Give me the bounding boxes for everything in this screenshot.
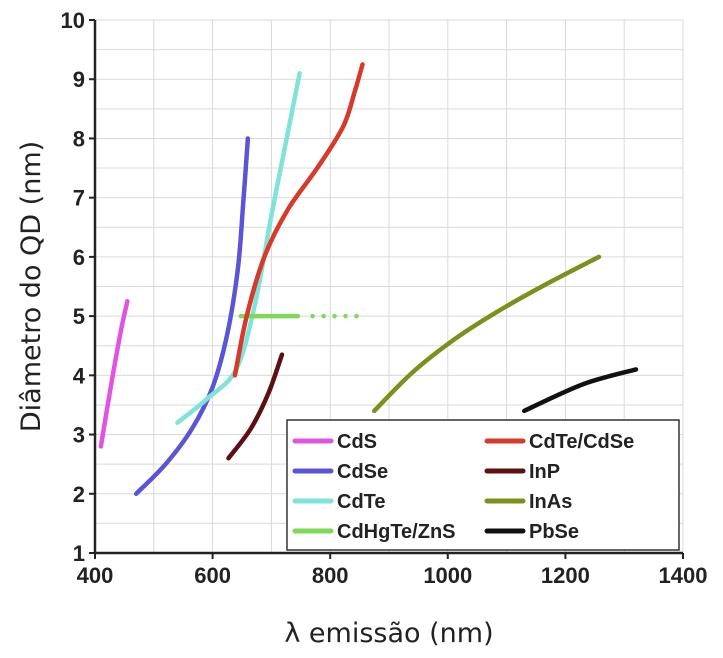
y-tick-label: 10 [61,8,85,33]
y-tick-label: 7 [73,186,85,211]
legend-label-cdte-cdse: CdTe/CdSe [529,431,634,453]
y-tick-label: 3 [73,423,85,448]
x-tick-label: 800 [312,563,349,588]
y-tick-label: 6 [73,245,85,270]
series-line-cdse [133,136,251,497]
x-tick-label: 1200 [541,563,590,588]
legend-label-inas: InAs [529,491,572,513]
legend-label-inp: InP [529,461,560,483]
x-tick-label: 1400 [659,563,708,588]
series-line-inp [226,352,285,461]
series-lines [98,62,639,497]
series-line-pbse [521,367,639,414]
legend-label-cdhgte-zns: CdHgTe/ZnS [337,521,456,543]
axes [89,19,684,559]
series-line-cds [98,299,130,449]
series-line-inas [372,254,602,414]
legend-label-pbse: PbSe [529,521,579,543]
x-tick-label: 1000 [423,563,472,588]
series-line-cdte-cdse [232,62,365,378]
legend-label-cdse: CdSe [337,461,388,483]
x-tick-label: 600 [194,563,231,588]
tick-labels: 400 600 800 1000 1200 1400 1 2 3 4 5 6 7 8 9 10 [61,8,708,588]
x-tick-label: 400 [77,563,114,588]
y-tick-label: 2 [73,482,85,507]
legend: CdS CdTe/CdSe CdSe InP CdTe InAs CdHgTe/ZnS PbS… [286,419,680,551]
x-axis-label: λ emissão (nm) [284,618,493,649]
y-tick-label: 4 [73,363,86,388]
series-line-cdte [175,71,302,425]
y-tick-label: 5 [73,304,85,329]
y-tick-label: 1 [73,541,85,566]
y-axis-label: Diâmetro do QD (nm) [16,141,47,432]
y-tick-label: 8 [73,126,85,151]
y-tick-label: 9 [73,67,85,92]
legend-box [286,419,680,551]
legend-label-cds: CdS [337,431,377,453]
legend-label-cdte: CdTe [337,491,386,513]
